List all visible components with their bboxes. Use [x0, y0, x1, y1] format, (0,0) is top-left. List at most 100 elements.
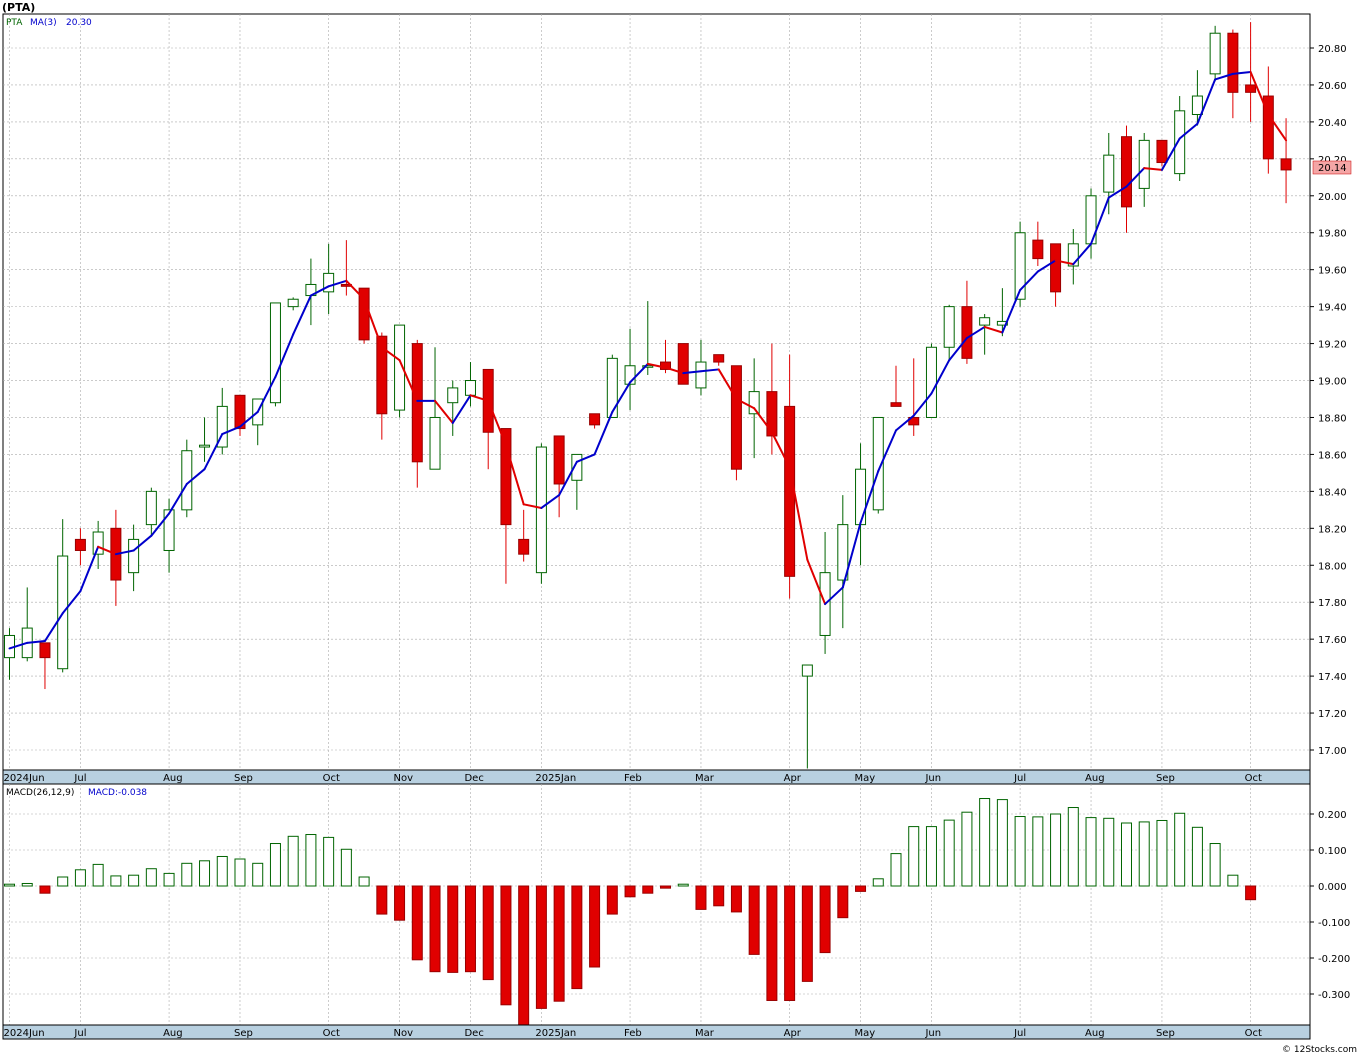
candle-down: [234, 394, 246, 430]
ma-segment: [61, 590, 82, 615]
macd-bar-positive: [1156, 819, 1168, 887]
candle-up: [429, 416, 441, 470]
macd-bar-negative: [766, 885, 778, 1001]
macd-x-tick-label: Aug: [1085, 1028, 1105, 1039]
macd-bar-negative: [819, 885, 831, 954]
macd-y-tick-label: 0.000: [1318, 882, 1347, 893]
candle-down: [1156, 139, 1168, 164]
macd-bar-positive: [1138, 821, 1150, 887]
price-x-tick-label: Aug: [163, 773, 183, 784]
ma-segment: [965, 325, 986, 340]
ma-segment: [1178, 122, 1199, 140]
price-y-tick-label: 20.80: [1318, 44, 1347, 55]
ma-segment: [717, 368, 738, 400]
candle-up: [642, 365, 654, 368]
candle-up: [464, 380, 476, 396]
macd-bar-negative: [748, 885, 760, 955]
candle-up: [925, 346, 937, 418]
macd-bar-positive: [943, 819, 955, 887]
ma-segment: [1036, 259, 1057, 273]
price-x-tick-label: Apr: [784, 773, 802, 784]
ma-segment: [1160, 137, 1181, 171]
ma-segment: [1249, 71, 1270, 116]
ma-segment: [274, 333, 295, 378]
ma-segment: [221, 425, 241, 436]
macd-bar-positive: [323, 836, 335, 887]
candle-down: [500, 428, 512, 526]
macd-bar-negative: [571, 885, 583, 990]
ma-segment: [1267, 113, 1288, 142]
macd-bar-positive: [92, 863, 104, 887]
macd-bar-negative: [1245, 885, 1257, 901]
candle-down: [553, 435, 565, 485]
candle-up: [695, 361, 707, 389]
price-y-tick-label: 20.60: [1318, 81, 1347, 92]
price-legend-ma-label: MA(3): [30, 18, 57, 28]
candle-down: [39, 642, 51, 659]
ma-segment: [753, 407, 773, 434]
candle-up: [1209, 32, 1221, 75]
price-y-tick-label: 18.60: [1318, 450, 1347, 461]
price-x-tick-label: Sep: [234, 773, 253, 784]
macd-bar-positive: [234, 858, 246, 887]
ma-segment: [699, 368, 720, 373]
macd-bar-negative: [801, 885, 813, 982]
macd-bar-positive: [1032, 816, 1044, 887]
ma-segment: [788, 466, 809, 561]
candle-up: [571, 453, 583, 481]
ma-segment: [824, 586, 844, 606]
candle-up: [1014, 232, 1026, 300]
macd-bar-negative: [518, 885, 530, 1027]
macd-y-tick-label: -0.200: [1318, 954, 1350, 965]
price-y-tick-label: 18.00: [1318, 561, 1347, 572]
macd-x-tick-label: Dec: [464, 1028, 483, 1039]
ma-segment: [97, 545, 117, 556]
macd-bar-negative: [855, 885, 867, 892]
macd-bar-negative: [500, 885, 512, 1006]
macd-bar-positive: [74, 869, 86, 887]
ma-segment: [327, 279, 348, 288]
price-legend-ma-value: 20.30: [66, 18, 92, 28]
macd-bar-positive: [181, 862, 193, 887]
price-y-tick-label: 20.20: [1318, 155, 1347, 166]
ma-segment: [646, 362, 667, 369]
candle-down: [890, 402, 902, 407]
candle-up: [128, 538, 140, 574]
ma-segment: [983, 325, 1004, 334]
ma-segment: [593, 410, 614, 456]
price-y-axis: 17.00 17.20 17.40 17.60 17.80 18.00 18.20 18.40…: [1310, 44, 1347, 757]
price-y-tick-label: 17.80: [1318, 598, 1347, 609]
candle-up: [606, 357, 618, 418]
candle-up: [996, 320, 1008, 326]
macd-bar-negative: [394, 885, 406, 921]
ma-segment: [168, 482, 188, 515]
macd-bar-positive: [4, 883, 15, 887]
ma-segment: [1231, 71, 1252, 75]
ma-segment: [841, 521, 862, 589]
ma-segment: [380, 346, 401, 362]
macd-x-tick-label: Sep: [1156, 1028, 1175, 1039]
macd-bar-positive: [961, 811, 973, 887]
ma-segment: [1143, 167, 1163, 171]
macd-bar-positive: [199, 860, 211, 887]
ma-segment: [682, 370, 702, 375]
macd-bar-negative: [464, 885, 476, 973]
price-x-tick-label: 2024Jun: [4, 773, 45, 784]
price-x-tick-label: Feb: [624, 773, 642, 784]
ma-segment: [469, 394, 490, 402]
macd-bar-positive: [908, 826, 920, 887]
macd-bar-positive: [1103, 817, 1115, 887]
macd-bar-positive: [1050, 813, 1062, 887]
macd-legend-value: MACD:-0.038: [88, 788, 147, 798]
price-y-tick-label: 19.60: [1318, 266, 1347, 277]
price-y-tick-label: 17.00: [1318, 746, 1347, 757]
macd-x-tick-label: Aug: [163, 1028, 183, 1039]
macd-bar-positive: [890, 853, 902, 887]
ma-segment: [735, 398, 756, 410]
macd-x-tick-label: Apr: [784, 1028, 802, 1039]
ma-segment: [575, 453, 596, 463]
candle-down: [961, 306, 973, 359]
ma-segment: [398, 359, 419, 402]
candle-down: [589, 413, 601, 426]
